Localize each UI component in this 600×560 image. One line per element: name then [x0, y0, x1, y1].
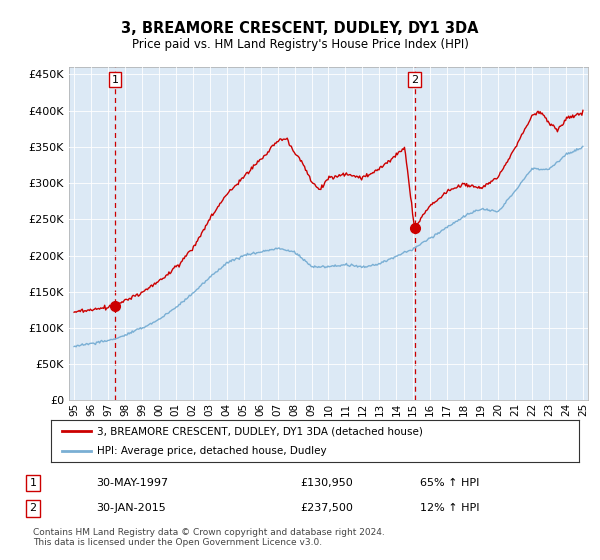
Text: 30-JAN-2015: 30-JAN-2015	[96, 503, 166, 514]
Text: Price paid vs. HM Land Registry's House Price Index (HPI): Price paid vs. HM Land Registry's House …	[131, 38, 469, 51]
Text: HPI: Average price, detached house, Dudley: HPI: Average price, detached house, Dudl…	[97, 446, 327, 456]
Text: 30-MAY-1997: 30-MAY-1997	[96, 478, 168, 488]
Text: £237,500: £237,500	[300, 503, 353, 514]
Text: £130,950: £130,950	[300, 478, 353, 488]
Text: 2: 2	[29, 503, 37, 514]
Text: 2: 2	[411, 74, 418, 85]
Text: 3, BREAMORE CRESCENT, DUDLEY, DY1 3DA: 3, BREAMORE CRESCENT, DUDLEY, DY1 3DA	[121, 21, 479, 36]
Text: 1: 1	[29, 478, 37, 488]
Text: 65% ↑ HPI: 65% ↑ HPI	[420, 478, 479, 488]
Text: 12% ↑ HPI: 12% ↑ HPI	[420, 503, 479, 514]
Text: Contains HM Land Registry data © Crown copyright and database right 2024.
This d: Contains HM Land Registry data © Crown c…	[33, 528, 385, 547]
Text: 1: 1	[112, 74, 119, 85]
Text: 3, BREAMORE CRESCENT, DUDLEY, DY1 3DA (detached house): 3, BREAMORE CRESCENT, DUDLEY, DY1 3DA (d…	[97, 426, 424, 436]
